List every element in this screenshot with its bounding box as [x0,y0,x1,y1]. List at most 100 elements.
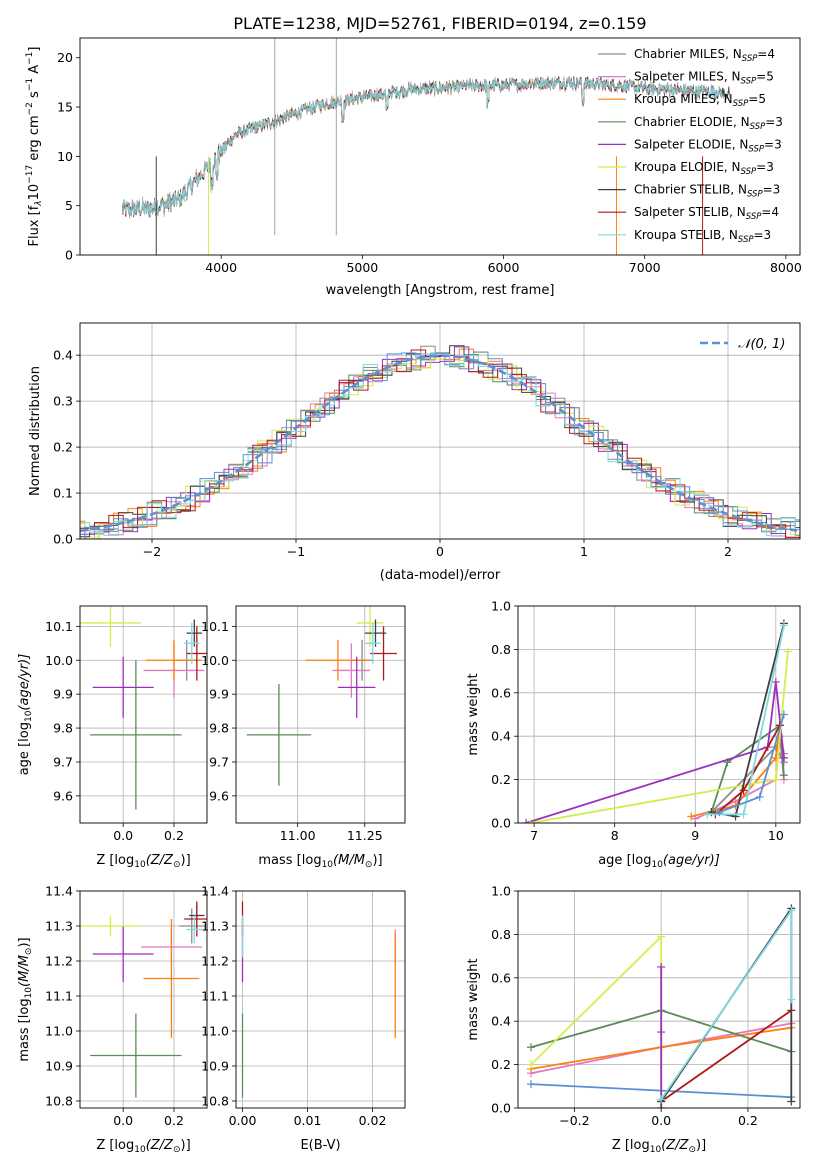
x-tick-label: −1 [287,544,305,559]
y-tick-label: 11.4 [201,884,229,899]
x-axis-label: (data-model)/error [380,568,501,583]
spectrum-line-salpeter_miles [122,76,709,218]
legend-label: Chabrier MILES, NSSP=4 [634,47,775,64]
spectrum-line-kroupa_elodie [122,76,709,218]
weight-line-salpeter_elodie [525,681,785,823]
y-tick-label: 10 [57,149,73,164]
x-axis-label: Z [log10(Z/Z⊙)] [96,853,190,870]
weight-line-chabrier_stelib [711,623,785,818]
y-axis-label: Normed distribution [28,366,43,496]
x-tick-label: 7000 [629,260,661,275]
weight-marker-kroupa_stelib [787,995,796,1004]
y-tick-label: 9.8 [53,721,73,736]
y-tick-label: 15 [57,100,73,115]
axes-frame-age_vs_Z [79,605,208,824]
y-tick-label: 0.4 [491,1014,511,1029]
x-axis-label: mass [log10(M/M⊙)] [258,853,382,870]
weight-line-salpeter_miles [694,736,785,820]
spectrum-line-kroupa_miles [122,76,723,218]
weight-line-salpeter_stelib [660,1009,792,1103]
x-tick-label: 11.00 [280,828,316,843]
legend-label: 𝒩(0, 1) [738,337,785,352]
y-tick-label: 9.7 [53,754,73,769]
weight-marker-normal_curve [715,808,724,817]
weight-marker-salpeter_stelib [739,786,748,795]
weight-marker-normal_curve [527,1080,536,1089]
errorbars-age_vs_mass [246,606,397,786]
y-tick-label: 10.0 [45,653,73,668]
errorbars-mass_vs_Z [80,901,207,1098]
y-tick-label: 0.0 [491,1101,511,1116]
x-tick-label: 2 [724,544,732,559]
y-tick-label: 9.6 [209,788,229,803]
x-tick-label: −2 [143,544,161,559]
axes-age_vs_mass: 11.00 11.25 9.6 9.7 9.8 9.9 10.0 10.1 [201,606,405,843]
axes-frame-mass_vs_ebv [235,890,406,1109]
y-tick-label: 1.0 [491,884,511,899]
axes-frame-mass_vs_Z [79,890,208,1109]
x-tick-label: 4000 [205,260,237,275]
y-tick-label: 0.4 [491,729,511,744]
axes-spectrum: 4000 5000 6000 7000 8000 0 5 10 15 20 [57,50,802,275]
weight-marker-chabrier_elodie [779,771,788,780]
x-tick-label: 6000 [488,260,520,275]
y-tick-label: 9.8 [209,721,229,736]
legend-label: Salpeter MILES, NSSP=5 [634,70,774,87]
x-tick-label: 0.2 [164,828,184,843]
weight-lines-weight_vs_Z [527,904,796,1108]
axes-frame-weight_vs_age [517,605,801,824]
y-tick-label: 9.6 [53,788,73,803]
weight-marker-salpeter_elodie [779,753,788,762]
legend-label: Kroupa MILES, NSSP=5 [634,92,766,109]
y-tick-label: 11.4 [45,884,73,899]
y-axis-label: Flux [fλ10−17 erg cm−2 s−1 A−1] [25,47,44,247]
spectrum-line-salpeter_stelib [122,76,709,217]
y-tick-label: 9.9 [53,687,73,702]
spectrum-traces [122,38,730,255]
y-tick-label: 11.1 [201,989,229,1004]
histogram-salpeter_stelib [80,349,800,539]
y-tick-label: 0 [65,248,73,263]
weight-marker-kroupa_elodie [771,775,780,784]
x-tick-label: 0.2 [738,1113,758,1128]
histogram-group [80,345,800,539]
weight-line-kroupa_miles [690,725,785,818]
weight-marker-salpeter_elodie [657,1028,666,1037]
weight-marker-chabrier_elodie [527,1043,536,1052]
weight-marker-kroupa_elodie [527,1060,536,1069]
weight-marker-kroupa_stelib [739,810,748,819]
y-tick-label: 0.6 [491,685,511,700]
x-tick-label: 10 [768,828,784,843]
axes-frame-weight_vs_Z [517,890,801,1109]
figure-title: PLATE=1238, MJD=52761, FIBERID=0194, z=0… [233,14,646,33]
x-tick-label: 0.0 [113,828,133,843]
y-tick-label: 11.2 [201,954,229,969]
y-tick-label: 11.2 [45,954,73,969]
x-tick-label: 0.00 [229,1113,257,1128]
weight-marker-normal_curve [779,710,788,719]
y-tick-label: 10.0 [201,653,229,668]
y-tick-label: 0.4 [53,348,73,363]
weight-marker-salpeter_elodie [657,962,666,971]
weight-marker-salpeter_elodie [771,677,780,686]
legend-label: Salpeter STELIB, NSSP=4 [634,205,779,222]
x-tick-label: 0.0 [113,1113,133,1128]
weight-line-kroupa_stelib [660,907,793,1100]
x-axis-label: Z [log10(Z/Z⊙)] [612,1138,706,1155]
y-tick-label: 0.3 [53,394,73,409]
y-tick-label: 10.9 [45,1059,73,1074]
y-tick-label: 0.0 [491,816,511,831]
x-tick-label: −0.2 [559,1113,589,1128]
weight-lines-weight_vs_age [522,619,792,823]
y-tick-label: 11.3 [201,919,229,934]
x-tick-label: 0 [436,544,444,559]
y-tick-label: 0.2 [53,440,73,455]
weight-line-kroupa_elodie [529,651,789,823]
legend-label: Chabrier STELIB, NSSP=3 [634,183,780,200]
weight-line-kroupa_elodie [530,934,663,1108]
y-axis-label: mass weight [466,673,481,755]
errorbars-age_vs_Z [80,606,207,810]
spectrum-line-chabrier_elodie [122,76,709,217]
y-tick-label: 0.8 [491,927,511,942]
